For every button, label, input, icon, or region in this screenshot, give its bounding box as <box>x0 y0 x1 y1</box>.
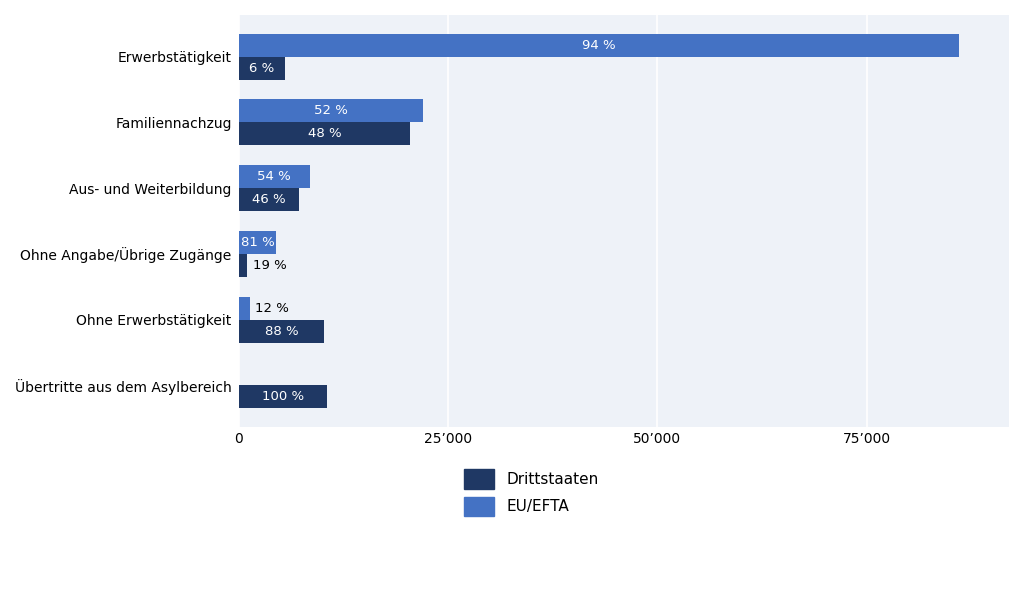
Text: 12 %: 12 % <box>255 301 290 314</box>
Text: 19 %: 19 % <box>253 259 287 272</box>
Bar <box>239 99 423 122</box>
Text: 52 %: 52 % <box>314 104 348 117</box>
Text: 88 %: 88 % <box>264 325 298 338</box>
Text: 48 %: 48 % <box>307 128 341 141</box>
Bar <box>239 56 285 80</box>
Text: 54 %: 54 % <box>257 170 291 183</box>
Bar <box>239 188 299 211</box>
Bar <box>239 320 325 343</box>
Text: 46 %: 46 % <box>252 193 286 206</box>
Text: 6 %: 6 % <box>249 62 274 75</box>
Legend: Drittstaaten, EU/EFTA: Drittstaaten, EU/EFTA <box>458 464 605 523</box>
Bar <box>239 122 411 146</box>
Text: 81 %: 81 % <box>241 236 274 249</box>
Text: 100 %: 100 % <box>261 391 304 403</box>
Bar <box>239 297 251 320</box>
Bar <box>239 254 248 277</box>
Text: 94 %: 94 % <box>582 39 615 52</box>
Bar <box>239 165 310 188</box>
Bar <box>239 34 958 56</box>
Bar <box>239 386 327 408</box>
Bar <box>239 231 276 254</box>
